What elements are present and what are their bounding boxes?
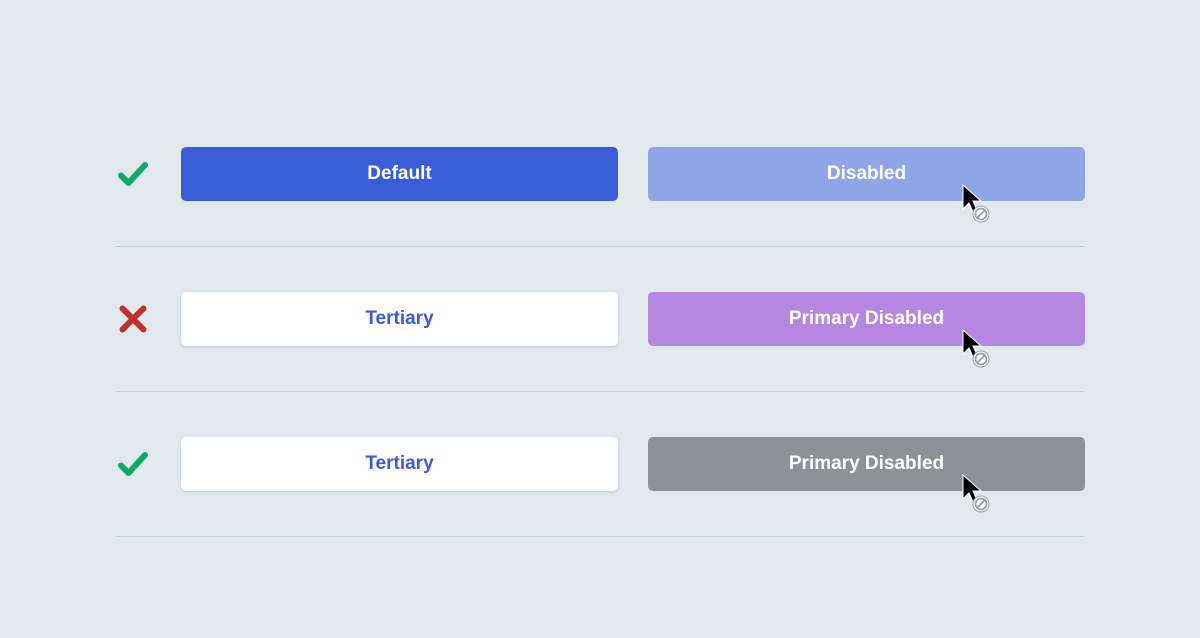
tertiary-button[interactable]: Tertiary [181, 292, 618, 346]
not-allowed-cursor-icon [960, 473, 990, 513]
default-button[interactable]: Default [181, 147, 618, 201]
button-label: Tertiary [365, 453, 433, 475]
button-label: Primary Disabled [789, 308, 944, 330]
check-icon [115, 446, 151, 482]
button-label: Tertiary [365, 308, 433, 330]
not-allowed-cursor-icon [960, 183, 990, 223]
button-label: Primary Disabled [789, 453, 944, 475]
tertiary-button[interactable]: Tertiary [181, 437, 618, 491]
primary-disabled-button: Primary Disabled [648, 437, 1085, 491]
not-allowed-cursor-icon [960, 328, 990, 368]
button-label: Default [367, 163, 431, 185]
row-3: Tertiary Primary Disabled [115, 392, 1085, 537]
cross-icon [115, 301, 151, 337]
disabled-button: Disabled [648, 147, 1085, 201]
check-icon [115, 156, 151, 192]
button-label: Disabled [827, 163, 906, 185]
row-2: Tertiary Primary Disabled [115, 247, 1085, 392]
row-1: Default Disabled [115, 102, 1085, 247]
primary-disabled-button: Primary Disabled [648, 292, 1085, 346]
